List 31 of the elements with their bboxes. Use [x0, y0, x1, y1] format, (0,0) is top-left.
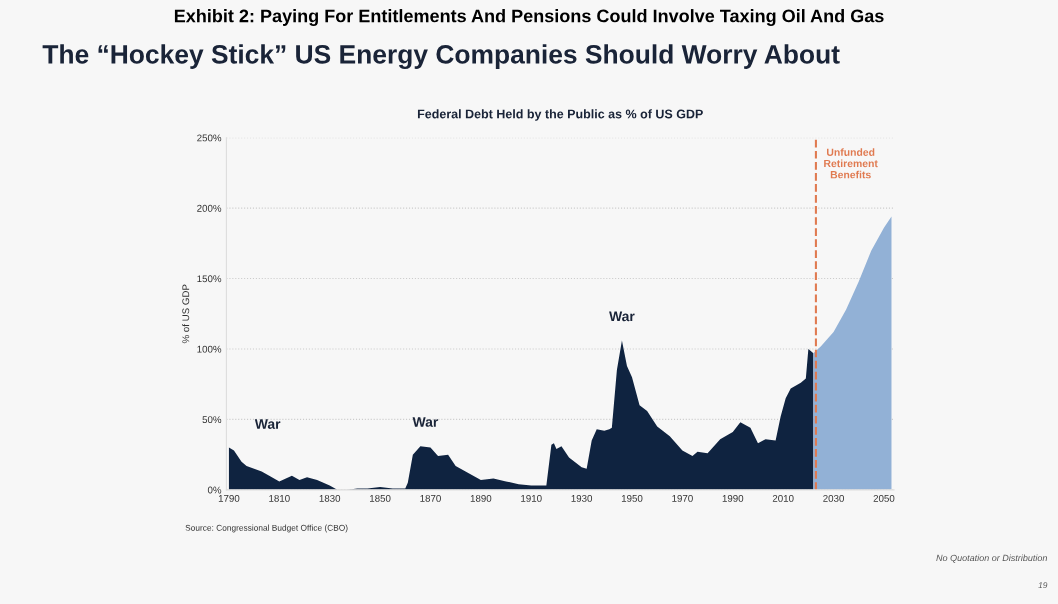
annotation: War	[412, 417, 439, 427]
x-tick-label: 2010	[772, 494, 794, 502]
text: 19	[1038, 582, 1048, 589]
x-tick-label: 1870	[420, 494, 441, 502]
x-tick-label: 1810	[269, 494, 290, 502]
x-tick-label: 1850	[370, 494, 391, 502]
y-tick-label: 150%	[197, 275, 222, 283]
annotation: War	[254, 419, 281, 429]
y-tick-label: 250%	[197, 134, 222, 142]
y-tick-label: 0%	[207, 486, 222, 494]
text: Exhibit 2: Paying For Entitlements And Pensions Could Involve Taxing Oil And Gas	[174, 9, 884, 26]
ref-line-label: Unfunded Retirement Benefits	[824, 148, 878, 179]
chart-subtitle: Federal Debt Held by the Public as % of US GDP	[417, 109, 703, 121]
y-tick-label: 50%	[202, 416, 222, 424]
x-tick-label: 1830	[319, 494, 341, 502]
x-tick-label: 1890	[470, 494, 492, 502]
x-tick-label: 1910	[521, 494, 542, 502]
x-tick-label: 1950	[621, 494, 643, 502]
x-tick-label: 2050	[873, 494, 895, 502]
y-axis-title: % of US GDP	[182, 284, 190, 344]
text: No Quotation or Distribution	[936, 554, 1048, 563]
x-tick-label: 1790	[218, 494, 240, 502]
y-tick-label: 100%	[197, 345, 222, 353]
x-tick-label: 1930	[571, 494, 593, 502]
x-tick-label: 1990	[722, 494, 744, 502]
source-note: Source: Congressional Budget Office (CBO)	[185, 524, 348, 533]
x-tick-label: 1970	[672, 494, 693, 502]
y-tick-label: 200%	[197, 204, 222, 212]
chart-title: The “Hockey Stick” US Energy Companies Should Worry About	[42, 44, 840, 70]
annotation: War	[609, 311, 635, 322]
x-tick-label: 2030	[823, 494, 844, 502]
